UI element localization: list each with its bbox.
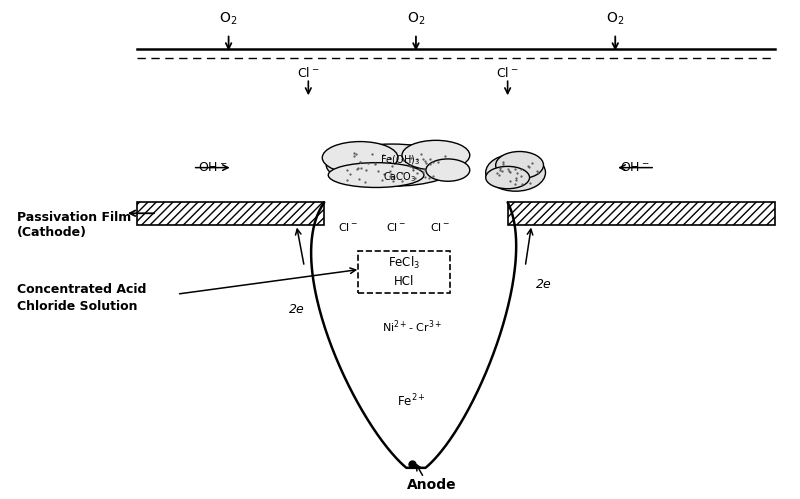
Bar bbox=[358, 250, 450, 293]
Text: Chloride Solution: Chloride Solution bbox=[18, 300, 138, 313]
Text: CaCO$_3$: CaCO$_3$ bbox=[383, 171, 417, 185]
Bar bbox=[508, 203, 774, 225]
Text: Concentrated Acid: Concentrated Acid bbox=[18, 283, 146, 296]
Text: O$_2$: O$_2$ bbox=[219, 10, 238, 27]
Text: Passivation Film: Passivation Film bbox=[18, 211, 131, 224]
Text: 2e: 2e bbox=[536, 278, 551, 291]
Text: 2e: 2e bbox=[289, 302, 304, 315]
Text: HCl: HCl bbox=[394, 275, 414, 288]
Text: (Cathode): (Cathode) bbox=[18, 226, 87, 239]
Text: O$_2$: O$_2$ bbox=[407, 10, 425, 27]
Text: Cl$^-$: Cl$^-$ bbox=[497, 66, 519, 80]
Ellipse shape bbox=[402, 140, 470, 170]
Ellipse shape bbox=[486, 166, 530, 189]
Text: OH$^-$: OH$^-$ bbox=[621, 161, 650, 174]
Text: Ni$^{2+}$- Cr$^{3+}$: Ni$^{2+}$- Cr$^{3+}$ bbox=[382, 318, 442, 335]
Text: Cl$^-$: Cl$^-$ bbox=[297, 66, 319, 80]
Ellipse shape bbox=[486, 154, 546, 191]
Ellipse shape bbox=[326, 144, 458, 186]
Ellipse shape bbox=[328, 163, 424, 188]
Ellipse shape bbox=[322, 142, 398, 174]
Text: FeCl$_3$: FeCl$_3$ bbox=[388, 255, 420, 271]
Text: O$_2$: O$_2$ bbox=[606, 10, 624, 27]
Text: Anode: Anode bbox=[407, 478, 457, 492]
Ellipse shape bbox=[426, 159, 470, 181]
Text: Cl$^-$: Cl$^-$ bbox=[386, 221, 406, 233]
Text: Cl$^-$: Cl$^-$ bbox=[430, 221, 450, 233]
Text: Cl$^-$: Cl$^-$ bbox=[338, 221, 358, 233]
Text: OH$^-$: OH$^-$ bbox=[198, 161, 227, 174]
Text: Fe(OH)$_3$: Fe(OH)$_3$ bbox=[380, 153, 420, 167]
Ellipse shape bbox=[496, 152, 543, 179]
Text: Fe$^{2+}$: Fe$^{2+}$ bbox=[398, 393, 426, 409]
Bar bbox=[137, 203, 324, 225]
